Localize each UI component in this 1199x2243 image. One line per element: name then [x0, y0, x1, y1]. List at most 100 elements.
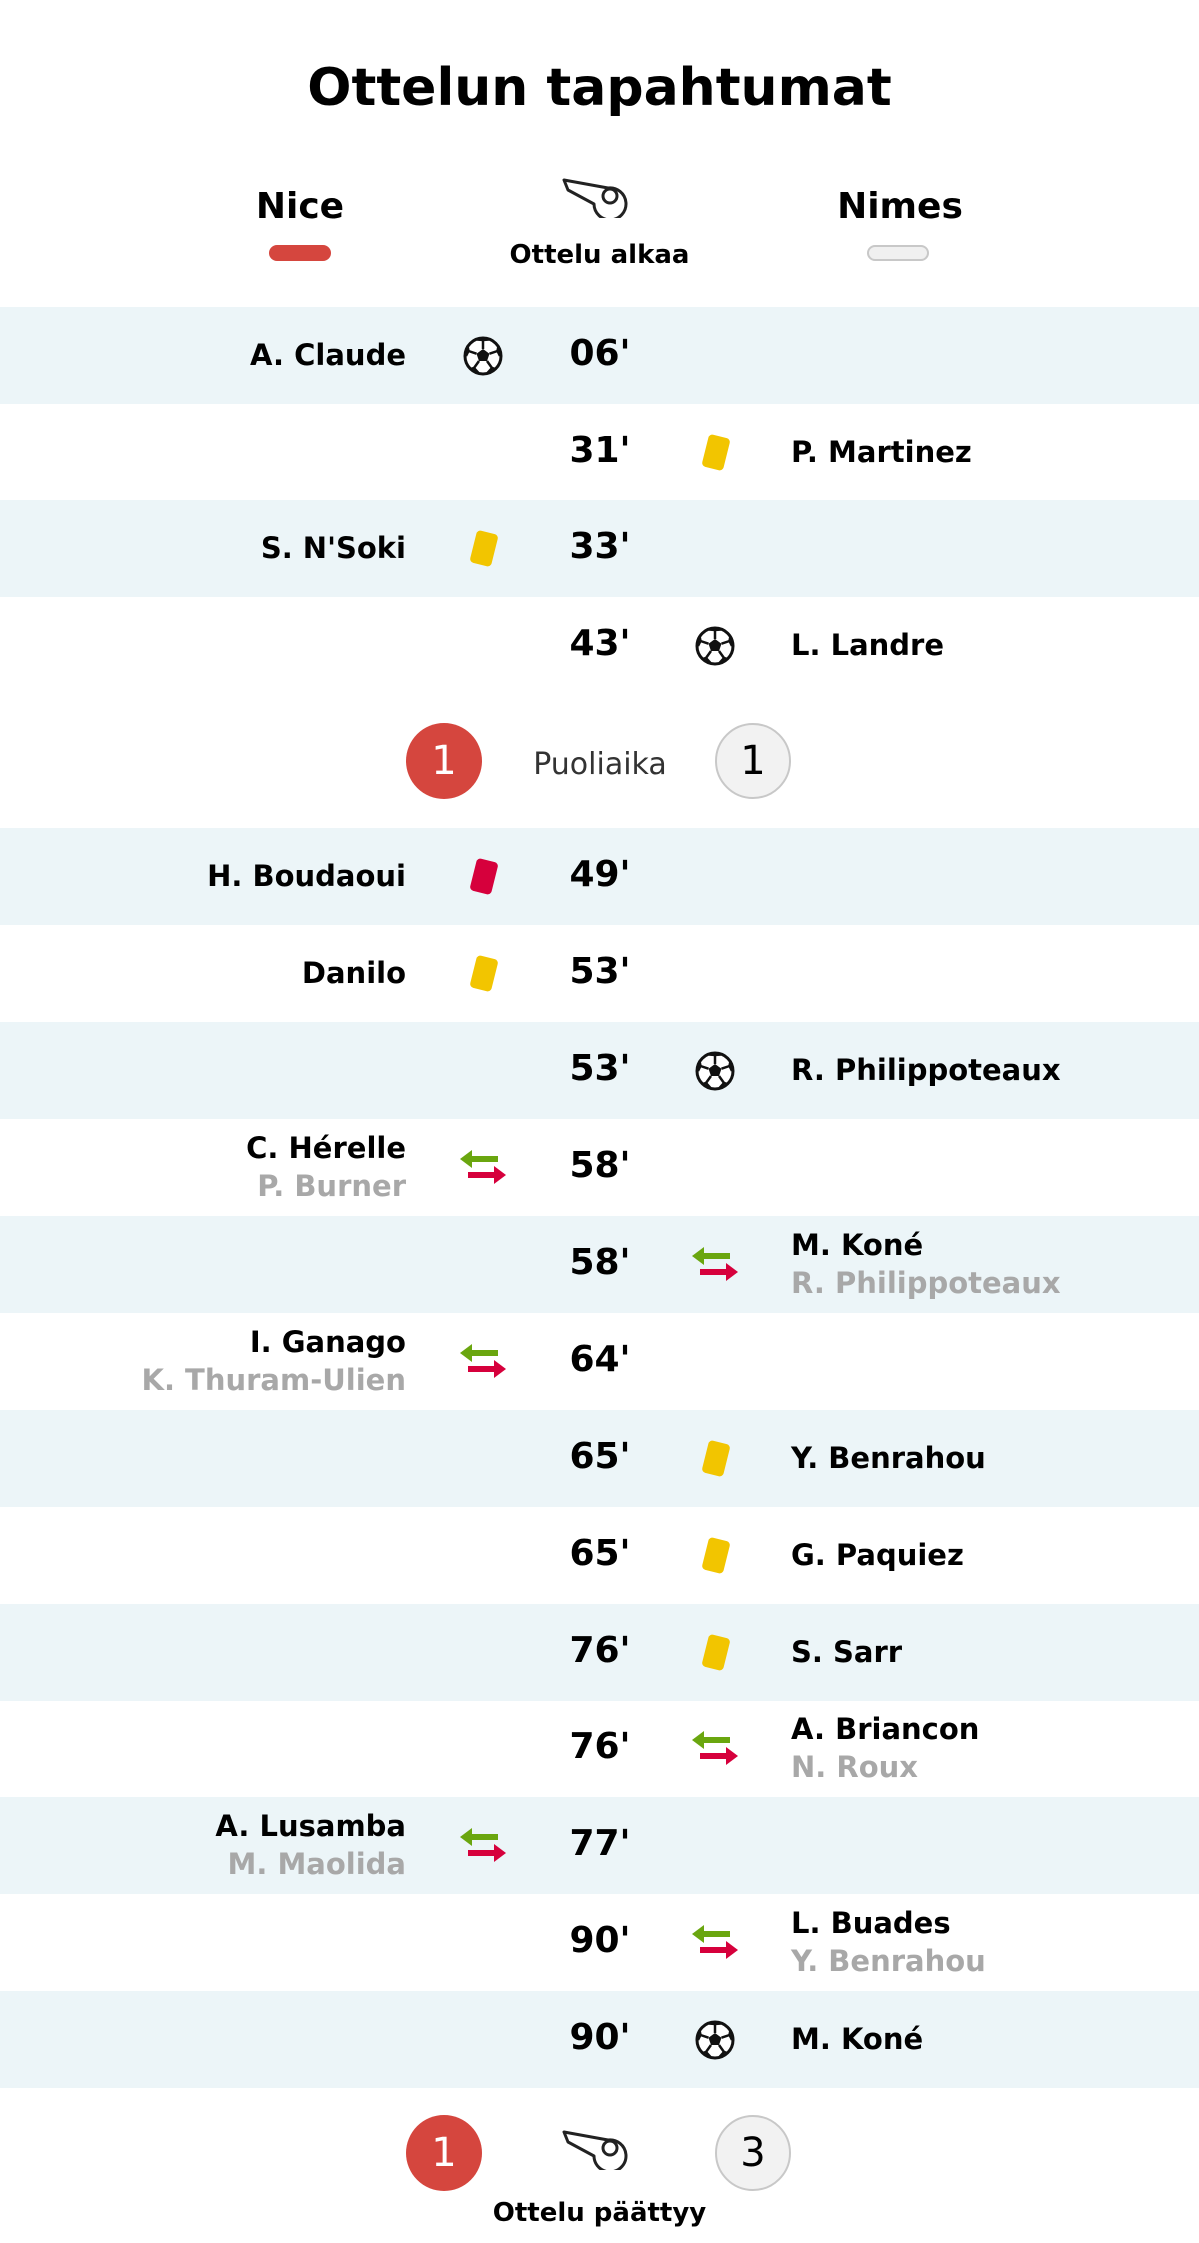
red-card-icon [458, 852, 508, 902]
player-name: Danilo [301, 956, 406, 990]
event-minute: 90' [569, 1920, 631, 1961]
goal-icon [458, 331, 508, 381]
event-players: P. Martinez [791, 433, 972, 471]
substitution-icon [690, 1918, 740, 1968]
event-players: S. Sarr [791, 1633, 902, 1671]
match-end-label: Ottelu päättyy [492, 2198, 707, 2228]
goal-icon [690, 2015, 740, 2065]
whistle-icon [562, 178, 628, 218]
event-minute: 65' [569, 1533, 631, 1574]
event-row: 64' I. Ganago K. Thuram-Ulien [0, 1313, 1199, 1410]
yellow-card-icon [690, 428, 740, 478]
event-players: M. Koné R. Philippoteaux [791, 1226, 1061, 1302]
event-minute: 90' [569, 2017, 631, 2058]
event-minute: 58' [569, 1145, 631, 1186]
event-players: R. Philippoteaux [791, 1051, 1061, 1089]
substitution-icon [458, 1143, 508, 1193]
goal-icon [690, 1046, 740, 1096]
player-name: H. Boudaoui [207, 859, 406, 893]
player-out-name: K. Thuram-Ulien [141, 1363, 406, 1397]
player-out-name: N. Roux [791, 1750, 918, 1784]
event-row: 53' Danilo [0, 925, 1199, 1022]
player-name: L. Landre [791, 628, 945, 662]
event-minute: 53' [569, 1048, 631, 1089]
player-in-name: C. Hérelle [246, 1131, 406, 1165]
player-name: A. Claude [250, 338, 406, 372]
event-row: 31' P. Martinez [0, 404, 1199, 501]
player-name: Y. Benrahou [791, 1441, 986, 1475]
event-minute: 49' [569, 854, 631, 895]
event-row: 90' M. Koné [0, 1991, 1199, 2088]
fulltime-home-score: 1 [406, 2115, 482, 2191]
player-in-name: M. Koné [791, 1228, 924, 1262]
event-row: 65' G. Paquiez [0, 1507, 1199, 1604]
player-in-name: A. Briancon [791, 1712, 980, 1746]
event-players: A. Claude [250, 336, 406, 374]
goal-icon [690, 621, 740, 671]
event-players: A. Lusamba M. Maolida [215, 1807, 406, 1883]
event-minute: 31' [569, 430, 631, 471]
whistle-icon [562, 2130, 628, 2170]
player-name: R. Philippoteaux [791, 1053, 1061, 1087]
event-minute: 53' [569, 951, 631, 992]
halftime-away-score: 1 [715, 723, 791, 799]
player-out-name: P. Burner [257, 1169, 406, 1203]
event-players: L. Landre [791, 626, 944, 664]
event-row: 58' C. Hérelle P. Burner [0, 1119, 1199, 1216]
yellow-card-icon [690, 1434, 740, 1484]
halftime-label: Puoliaika [533, 747, 667, 782]
yellow-card-icon [458, 524, 508, 574]
substitution-icon [690, 1724, 740, 1774]
player-in-name: L. Buades [791, 1906, 951, 1940]
event-row: 43' L. Landre [0, 597, 1199, 694]
player-name: P. Martinez [791, 435, 972, 469]
event-players: A. Briancon N. Roux [791, 1710, 979, 1786]
fulltime-away-score: 3 [715, 2115, 791, 2191]
event-minute: 65' [569, 1436, 631, 1477]
player-out-name: M. Maolida [227, 1847, 406, 1881]
event-row: 58' M. Koné R. Philippoteaux [0, 1216, 1199, 1313]
event-minute: 58' [569, 1242, 631, 1283]
event-players: L. Buades Y. Benrahou [791, 1904, 986, 1980]
event-minute: 06' [569, 333, 631, 374]
player-name: S. N'Soki [260, 531, 406, 565]
event-row: 90' L. Buades Y. Benrahou [0, 1894, 1199, 1991]
player-name: M. Koné [791, 2022, 924, 2056]
event-minute: 43' [569, 623, 631, 664]
player-out-name: Y. Benrahou [791, 1944, 986, 1978]
player-in-name: I. Ganago [249, 1325, 406, 1359]
event-row: 33' S. N'Soki [0, 500, 1199, 597]
event-row: 77' A. Lusamba M. Maolida [0, 1797, 1199, 1894]
event-players: M. Koné [791, 2020, 923, 2058]
away-team-color-bar [867, 245, 929, 261]
event-minute: 76' [569, 1630, 631, 1671]
event-players: Danilo [302, 954, 406, 992]
substitution-icon [458, 1821, 508, 1871]
substitution-icon [458, 1337, 508, 1387]
event-row: 76' A. Briancon N. Roux [0, 1700, 1199, 1797]
event-players: C. Hérelle P. Burner [246, 1129, 406, 1205]
yellow-card-icon [690, 1531, 740, 1581]
player-in-name: A. Lusamba [215, 1809, 406, 1843]
yellow-card-icon [458, 949, 508, 999]
event-minute: 64' [569, 1339, 631, 1380]
event-minute: 76' [569, 1726, 631, 1767]
page-title: Ottelun tapahtumat [307, 58, 892, 118]
event-players: H. Boudaoui [207, 857, 406, 895]
event-row: 76' S. Sarr [0, 1604, 1199, 1701]
event-minute: 77' [569, 1823, 631, 1864]
event-players: I. Ganago K. Thuram-Ulien [141, 1323, 406, 1399]
event-row: 06' A. Claude [0, 307, 1199, 404]
home-team-color-bar [269, 245, 331, 261]
player-out-name: R. Philippoteaux [791, 1266, 1061, 1300]
yellow-card-icon [690, 1628, 740, 1678]
away-team-name: Nimes [837, 186, 963, 227]
player-name: G. Paquiez [791, 1538, 964, 1572]
event-row: 49' H. Boudaoui [0, 828, 1199, 925]
halftime-home-score: 1 [406, 723, 482, 799]
event-players: G. Paquiez [791, 1536, 964, 1574]
event-players: S. N'Soki [261, 529, 406, 567]
player-name: S. Sarr [791, 1635, 903, 1669]
home-team-name: Nice [255, 186, 345, 227]
substitution-icon [690, 1240, 740, 1290]
